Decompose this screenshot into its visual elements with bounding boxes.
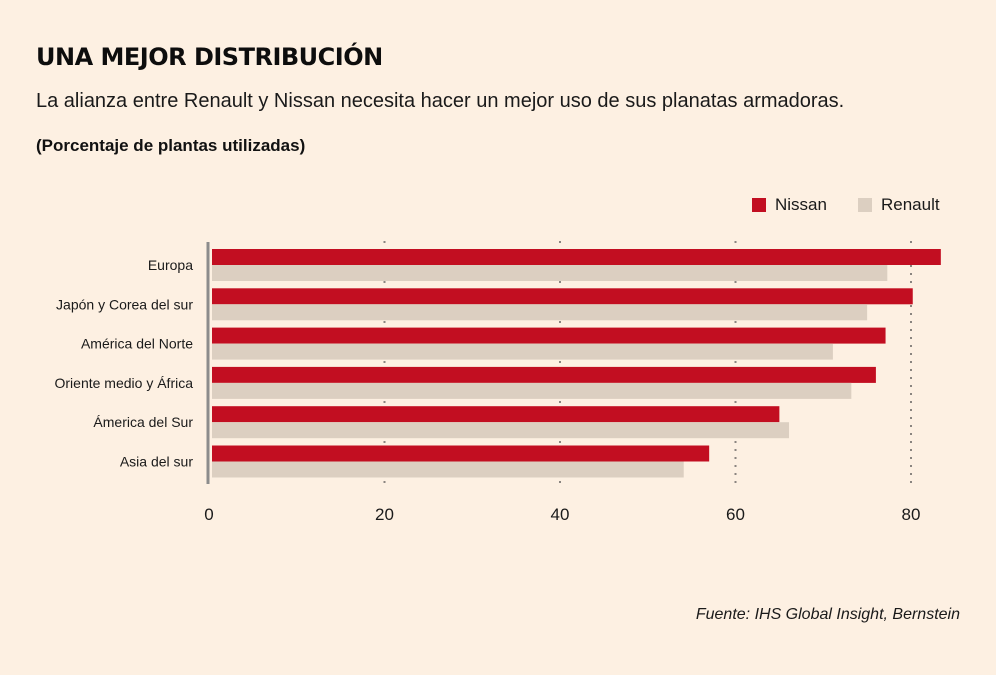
category-label: Oriente medio y África bbox=[55, 375, 194, 391]
x-tick-label: 80 bbox=[902, 505, 921, 524]
x-tick-label: 40 bbox=[551, 505, 570, 524]
bar-nissan-0 bbox=[212, 249, 941, 265]
category-labels: Europa Japón y Corea del sur América del N… bbox=[55, 257, 194, 470]
x-tick-label: 0 bbox=[204, 505, 213, 524]
legend-item-renault: Renault bbox=[857, 195, 940, 215]
bar-nissan-4 bbox=[212, 406, 780, 423]
chart-subtitle: La alianza entre Renault y Nissan necesi… bbox=[36, 90, 845, 112]
legend-label-nissan: Nissan bbox=[775, 195, 827, 214]
x-tick-label: 20 bbox=[375, 505, 394, 524]
bar-renault-4 bbox=[212, 422, 790, 439]
x-tick-label: 60 bbox=[726, 505, 745, 524]
category-label: Japón y Corea del sur bbox=[56, 296, 193, 312]
gridlines bbox=[383, 241, 912, 484]
legend-label-renault: Renault bbox=[880, 195, 940, 214]
legend-swatch-nissan bbox=[752, 198, 766, 212]
bar-nissan-5 bbox=[212, 445, 710, 462]
bar-renault-2 bbox=[212, 343, 833, 360]
legend-item-nissan: Nissan bbox=[752, 195, 827, 215]
unit-label: (Porcentaje de plantas utilizadas) bbox=[36, 136, 306, 155]
category-label: Asia del sur bbox=[120, 454, 193, 470]
bar-nissan-3 bbox=[212, 366, 876, 383]
tick-labels: 0 20 40 60 80 bbox=[204, 505, 920, 524]
bar-nissan-2 bbox=[212, 327, 886, 344]
source-note: Fuente: IHS Global Insight, Bernstein bbox=[695, 606, 960, 623]
bar-renault-1 bbox=[212, 304, 868, 321]
category-label: América del Norte bbox=[81, 336, 193, 352]
legend-swatch-renault bbox=[857, 198, 872, 212]
category-label: Europa bbox=[148, 257, 193, 273]
bar-renault-5 bbox=[212, 461, 684, 478]
bar-nissan-1 bbox=[212, 288, 913, 305]
bars bbox=[212, 249, 941, 478]
category-label: Ámerica del Sur bbox=[93, 414, 193, 430]
chart-title: UNA MEJOR DISTRIBUCIÓN bbox=[36, 43, 383, 71]
bar-renault-3 bbox=[212, 382, 852, 399]
bar-renault-0 bbox=[212, 265, 888, 281]
legend: Nissan Renault bbox=[752, 195, 940, 215]
